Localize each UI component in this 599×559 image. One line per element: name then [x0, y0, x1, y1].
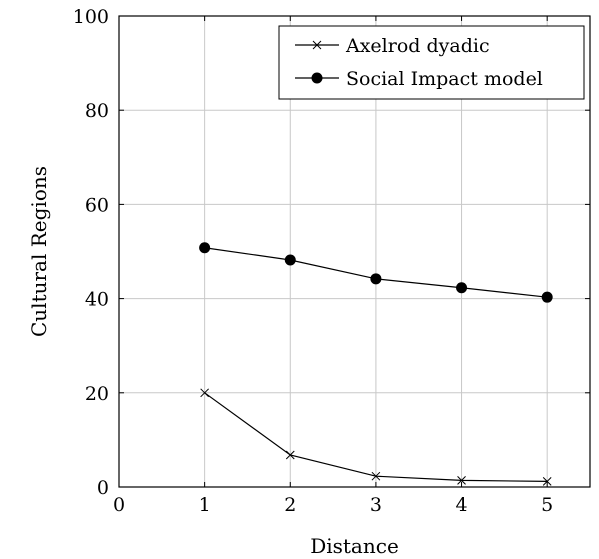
legend-label: Axelrod dyadic	[345, 35, 490, 57]
series-2	[199, 242, 553, 303]
plot-frame	[118, 15, 591, 488]
y-tick-label: 20	[85, 383, 109, 405]
x-tick-labels: 0 1 2 3 4 5	[113, 494, 553, 516]
legend-marker	[312, 40, 322, 50]
data-point	[456, 282, 468, 294]
x-tick-label: 0	[113, 494, 125, 516]
data-point	[284, 254, 296, 266]
series-layer	[199, 242, 553, 486]
y-axis-label: Cultural Regions	[27, 166, 51, 337]
series-1	[200, 388, 552, 486]
data-point	[542, 476, 552, 486]
data-point	[285, 450, 295, 460]
x-tick-label: 5	[541, 494, 553, 516]
y-tick-labels: 0 20 40 60 80 100	[73, 6, 109, 499]
y-tick-label: 80	[85, 100, 109, 122]
legend-entry: Axelrod dyadic	[295, 35, 490, 57]
legend-marker	[311, 72, 323, 84]
data-point	[370, 273, 382, 285]
data-point	[200, 388, 209, 398]
y-tick-label: 0	[97, 477, 109, 499]
x-tick-label: 1	[199, 494, 211, 516]
x-tick-label: 4	[455, 494, 467, 516]
legend-label: Social Impact model	[346, 68, 543, 90]
data-point	[199, 242, 211, 254]
data-point	[371, 471, 381, 481]
data-point	[457, 476, 466, 485]
legend-box	[278, 25, 585, 100]
legend: Axelrod dyadic Social Impact model	[278, 25, 585, 100]
y-tick-label: 100	[73, 6, 109, 28]
x-axis-label: Distance	[310, 534, 399, 558]
x-tick-label: 2	[284, 494, 296, 516]
legend-entry: Social Impact model	[295, 68, 543, 90]
data-point	[541, 291, 553, 303]
y-tick-label: 60	[85, 194, 109, 216]
x-tick-label: 3	[370, 494, 382, 516]
y-tick-label: 40	[85, 289, 109, 311]
